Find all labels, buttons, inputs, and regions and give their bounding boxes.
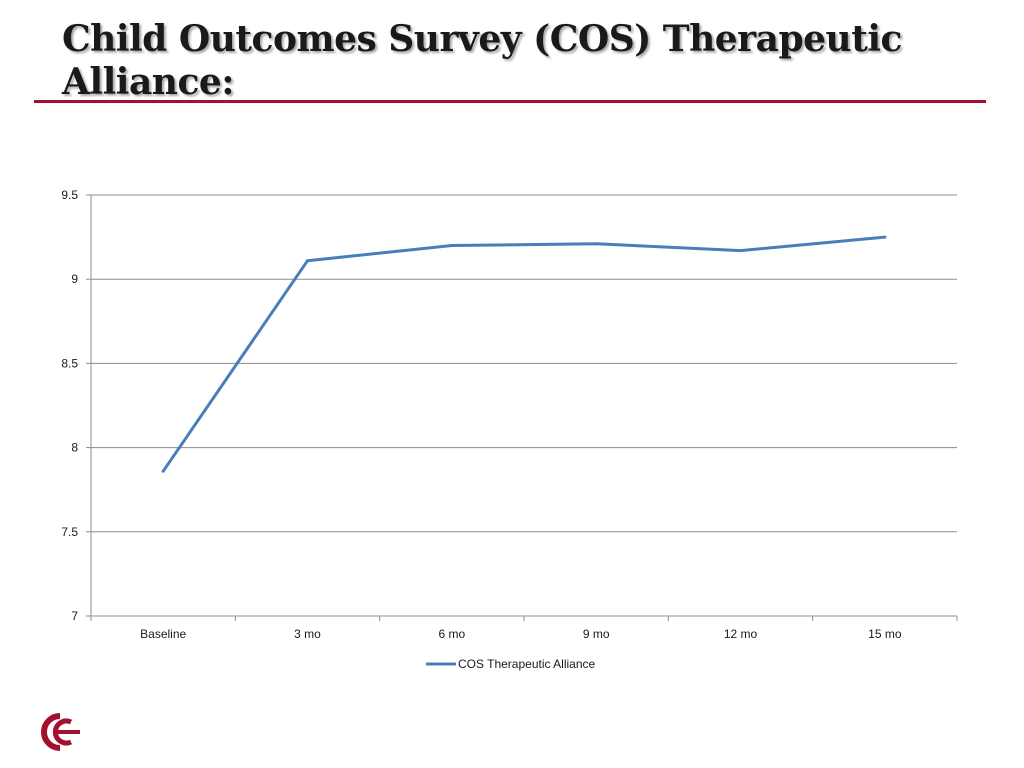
- y-tick-label: 9.5: [61, 188, 78, 202]
- x-tick-label: Baseline: [140, 627, 186, 641]
- series-layer: [161, 235, 887, 473]
- x-tick-label: 3 mo: [294, 627, 321, 641]
- y-tick-label: 7: [71, 609, 78, 623]
- x-tick-label: 6 mo: [438, 627, 465, 641]
- x-tick-label: 9 mo: [583, 627, 610, 641]
- x-axis: Baseline 3 mo 6 mo 9 mo 12 mo 15 mo: [90, 615, 958, 641]
- data-point: [161, 469, 165, 473]
- data-point: [306, 259, 309, 263]
- slide-title: Child Outcomes Survey (COS) Therapeutic …: [62, 18, 902, 103]
- line-chart: 7 7.5 8 8.5 9 9.5 Baseline 3 mo 6 mo 9 mo 12 mo 15…: [61, 188, 958, 671]
- x-tick-label: 12 mo: [724, 627, 758, 641]
- y-tick-label: 8.5: [61, 356, 78, 370]
- gridlines: [91, 194, 957, 617]
- data-point: [594, 242, 598, 246]
- y-tick-label: 7.5: [61, 525, 78, 539]
- legend-entry: COS Therapeutic Alliance: [458, 657, 596, 671]
- data-point: [883, 235, 887, 239]
- data-point: [450, 244, 454, 248]
- x-tick-label: 15 mo: [868, 627, 902, 641]
- series-line: [161, 235, 887, 473]
- y-axis: 7 7.5 8 8.5 9 9.5: [61, 188, 92, 623]
- data-point: [739, 249, 742, 253]
- title-underline: [34, 100, 986, 103]
- y-tick-label: 9: [71, 272, 78, 286]
- y-tick-label: 8: [71, 441, 78, 455]
- double-c-logo-icon: [41, 713, 80, 751]
- legend: COS Therapeutic Alliance: [426, 657, 596, 671]
